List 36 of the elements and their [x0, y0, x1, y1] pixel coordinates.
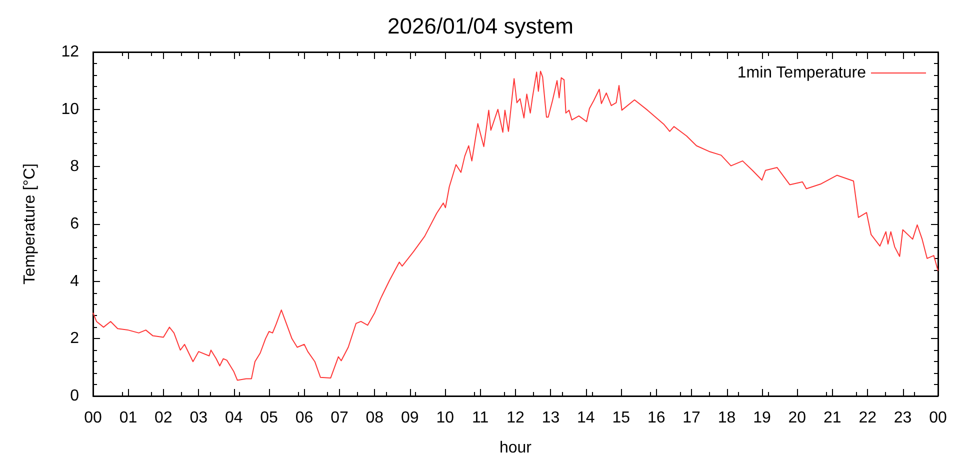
legend-label: 1min Temperature — [737, 64, 866, 82]
x-tick-label: 12 — [506, 410, 524, 426]
x-tick-label: 04 — [224, 410, 243, 426]
y-tick-label: 2 — [70, 330, 80, 348]
x-tick-label: 11 — [472, 410, 489, 426]
y-tick-label: 4 — [70, 272, 80, 290]
x-tick-label: 05 — [260, 410, 278, 426]
y-tick-label: 6 — [70, 216, 80, 232]
y-axis-title: Temperature [°C] — [22, 163, 38, 285]
x-tick-label: 20 — [788, 410, 806, 426]
x-axis-title: hour — [499, 440, 532, 456]
x-tick-label: 22 — [858, 410, 877, 426]
x-tick-label: 03 — [190, 410, 208, 426]
x-tick-label: 14 — [577, 410, 595, 426]
x-tick-label: 16 — [647, 410, 666, 426]
x-tick-label: 08 — [366, 410, 384, 426]
y-tick-label: 12 — [61, 44, 80, 60]
x-tick-label: 19 — [753, 410, 771, 426]
x-tick-label: 13 — [542, 410, 560, 426]
y-tick-label: 0 — [70, 388, 80, 404]
x-tick-label: 07 — [330, 410, 348, 426]
y-tick-label: 10 — [61, 100, 80, 118]
x-tick-label: 23 — [894, 410, 912, 426]
x-tick-label: 09 — [400, 410, 419, 426]
x-tick-label: 01 — [119, 410, 138, 426]
x-tick-label: 02 — [154, 410, 172, 426]
y-tick-label: 8 — [70, 158, 80, 176]
x-tick-label: 17 — [682, 410, 701, 426]
chart-title: 2026/01/04 system — [388, 14, 574, 38]
x-tick-label: 06 — [295, 410, 314, 426]
x-tick-label: 10 — [436, 410, 454, 426]
x-tick-label: 21 — [823, 410, 842, 426]
x-tick-label: 15 — [612, 410, 630, 426]
x-tick-label: 18 — [718, 410, 736, 426]
x-tick-label: 00 — [929, 410, 947, 426]
x-tick-label: 00 — [84, 410, 102, 426]
